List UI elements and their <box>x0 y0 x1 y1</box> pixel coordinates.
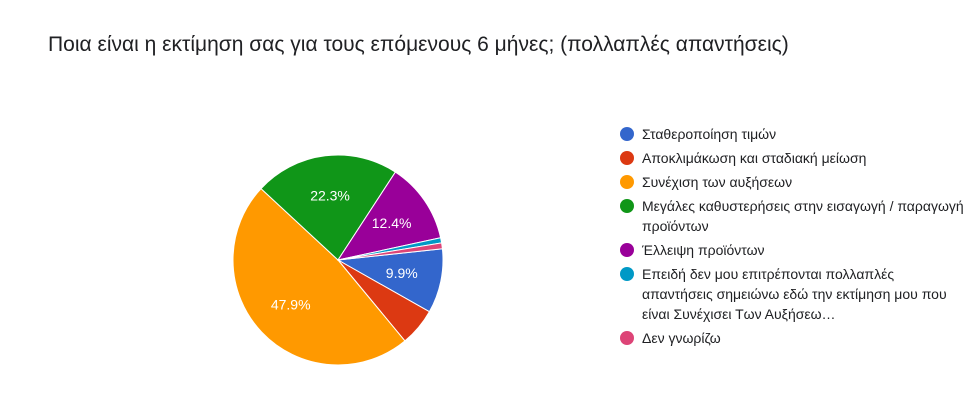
slice-percent-label: 9.9% <box>386 265 418 281</box>
pie-slice <box>337 242 443 261</box>
legend-item: Σταθεροποίηση τιμών <box>620 124 965 144</box>
legend-label: Έλλειψη προϊόντων <box>642 242 765 258</box>
slice-percent-label: 47.9% <box>271 297 311 313</box>
legend-label: Αποκλιμάκωση και σταδιακή μείωση <box>642 150 867 166</box>
legend-color-dot <box>620 127 634 141</box>
legend-color-dot <box>620 243 634 257</box>
legend-item: Επειδή δεν μου επιτρέπονται πολλαπλές απ… <box>620 264 965 324</box>
pie-labels: 9.9% 47.9% 22.3% 12.4% <box>271 187 418 312</box>
legend-color-dot <box>620 151 634 165</box>
legend-color-dot <box>620 267 634 281</box>
legend-label: Σταθεροποίηση τιμών <box>642 126 777 142</box>
legend-label: Συνέχιση των αυξήσεων <box>642 174 793 190</box>
pie-slices <box>232 154 444 366</box>
legend-item: Δεν γνωρίζω <box>620 328 965 348</box>
question-title: Ποια είναι η εκτίμηση σας για τους επόμε… <box>48 33 789 56</box>
legend-label: Επειδή δεν μου επιτρέπονται πολλαπλές απ… <box>642 266 947 322</box>
legend-item: Μεγάλες καθυστερήσεις στην εισαγωγή / πα… <box>620 196 965 236</box>
legend-label: Δεν γνωρίζω <box>642 330 721 346</box>
legend-label: Μεγάλες καθυστερήσεις στην εισαγωγή / πα… <box>642 198 964 234</box>
legend-item: Αποκλιμάκωση και σταδιακή μείωση <box>620 148 965 168</box>
pie-slice <box>336 171 442 261</box>
slice-percent-label: 22.3% <box>310 187 350 203</box>
slice-percent-label: 12.4% <box>372 215 412 231</box>
legend-color-dot <box>620 331 634 345</box>
legend-color-dot <box>620 175 634 189</box>
pie-slice <box>232 187 406 366</box>
legend-item: Έλλειψη προϊόντων <box>620 240 965 260</box>
legend-color-dot <box>620 199 634 213</box>
legend-item: Συνέχιση των αυξήσεων <box>620 172 965 192</box>
chart-legend: Σταθεροποίηση τιμών Αποκλιμάκωση και σταδ… <box>620 124 965 352</box>
pie-slice <box>260 154 397 261</box>
